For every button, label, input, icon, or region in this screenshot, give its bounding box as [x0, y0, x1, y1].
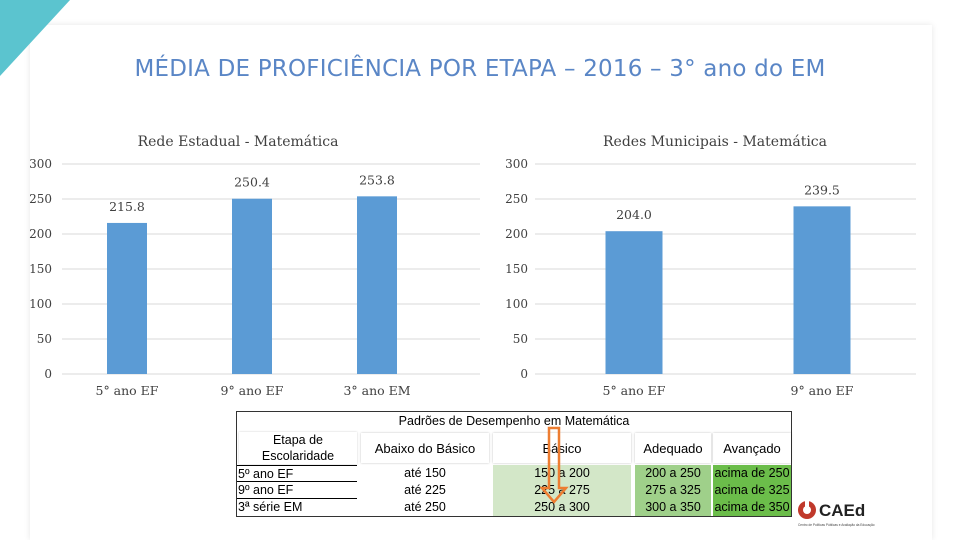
level-header-basico: Básico	[542, 441, 582, 456]
down-arrow-icon	[540, 426, 569, 504]
logo-subtitle: Centro de Políticas Públicas e Avaliação…	[798, 523, 875, 527]
x-tick-label-1-1: 9° ano EF	[791, 383, 854, 398]
cell-abaixo-9ano: até 225	[404, 483, 446, 497]
level-header-box-1	[493, 433, 631, 463]
chart-title-0: Rede Estadual - Matemática	[138, 134, 339, 150]
cell-adequado-9ano: 275 a 325	[645, 483, 701, 497]
corner-accent	[0, 0, 70, 76]
etapa-header-box	[239, 432, 357, 464]
etapa-header: Etapa de Escolaridade	[261, 433, 335, 463]
row-label-3serie: 3ª série EM	[238, 500, 303, 514]
y-tick-label-1-5: 250	[505, 192, 528, 206]
performance-standards-table: Padrões de Desempenho em Matemática Etap…	[236, 411, 792, 517]
y-tick-label-0-0: 0	[44, 367, 52, 381]
level-band-1	[493, 465, 631, 516]
cell-abaixo-5ano: até 150	[404, 466, 446, 480]
data-label-1-0: 204.0	[616, 207, 652, 222]
y-tick-label-1-4: 200	[505, 227, 528, 241]
y-tick-label-0-2: 100	[29, 297, 52, 311]
y-tick-label-0-3: 150	[29, 262, 52, 276]
y-tick-label-0-6: 300	[29, 157, 52, 171]
cell-avancado-3serie: acima de 350	[714, 500, 790, 514]
y-tick-label-1-0: 0	[520, 367, 528, 381]
x-tick-label-0-0: 5° ano EF	[96, 383, 159, 398]
level-header-box-3	[713, 433, 791, 463]
data-label-0-0: 215.8	[109, 199, 145, 214]
cell-adequado-5ano: 200 a 250	[645, 466, 701, 480]
level-band-2	[635, 465, 711, 516]
row-label-5ano: 5º ano EF	[237, 465, 357, 482]
cell-avancado-5ano: acima de 250	[714, 466, 790, 480]
level-header-box-2	[635, 433, 711, 463]
cell-adequado-3serie: 300 a 350	[645, 500, 701, 514]
y-tick-label-0-4: 200	[29, 227, 52, 241]
chart-title-1: Redes Municipais - Matemática	[603, 134, 827, 150]
x-tick-label-0-1: 9° ano EF	[221, 383, 284, 398]
level-band-0	[361, 465, 489, 516]
slide-title: MÉDIA DE PROFICIÊNCIA POR ETAPA – 2016 –…	[134, 56, 826, 82]
y-tick-label-1-2: 100	[505, 297, 528, 311]
caed-logo: CAEd Centro de Políticas Públicas e Aval…	[798, 499, 875, 527]
y-tick-label-0-1: 50	[37, 332, 52, 346]
level-band-3	[713, 465, 791, 516]
cell-basico-3serie: 250 a 300	[534, 500, 590, 514]
y-tick-label-0-5: 250	[29, 192, 52, 206]
data-label-1-1: 239.5	[804, 182, 840, 197]
arrow-shape	[540, 426, 569, 504]
x-tick-label-1-0: 5° ano EF	[603, 383, 666, 398]
bar-0-0	[107, 222, 147, 374]
logo-text: CAEd	[819, 501, 865, 520]
bar-0-1	[232, 198, 272, 374]
bar-1-0	[605, 231, 663, 374]
data-label-0-1: 250.4	[234, 175, 270, 190]
bar-0-2	[357, 196, 397, 374]
cell-abaixo-3serie: até 250	[404, 500, 446, 514]
level-header-adequado: Adequado	[643, 441, 703, 456]
data-label-0-2: 253.8	[359, 172, 395, 187]
x-tick-label-0-2: 3° ano EM	[343, 383, 410, 398]
level-header-abaixo: Abaixo do Básico	[374, 441, 476, 456]
y-tick-label-1-6: 300	[505, 157, 528, 171]
table-title: Padrões de Desempenho em Matemática	[398, 414, 630, 428]
bar-1-1	[793, 206, 851, 374]
level-header-avancado: Avançado	[723, 441, 781, 456]
cell-avancado-9ano: acima de 325	[714, 483, 790, 497]
y-tick-label-1-3: 150	[505, 262, 528, 276]
level-header-box-0	[361, 433, 489, 463]
y-tick-label-1-1: 50	[513, 332, 528, 346]
row-label-9ano: 9º ano EF	[237, 482, 357, 499]
